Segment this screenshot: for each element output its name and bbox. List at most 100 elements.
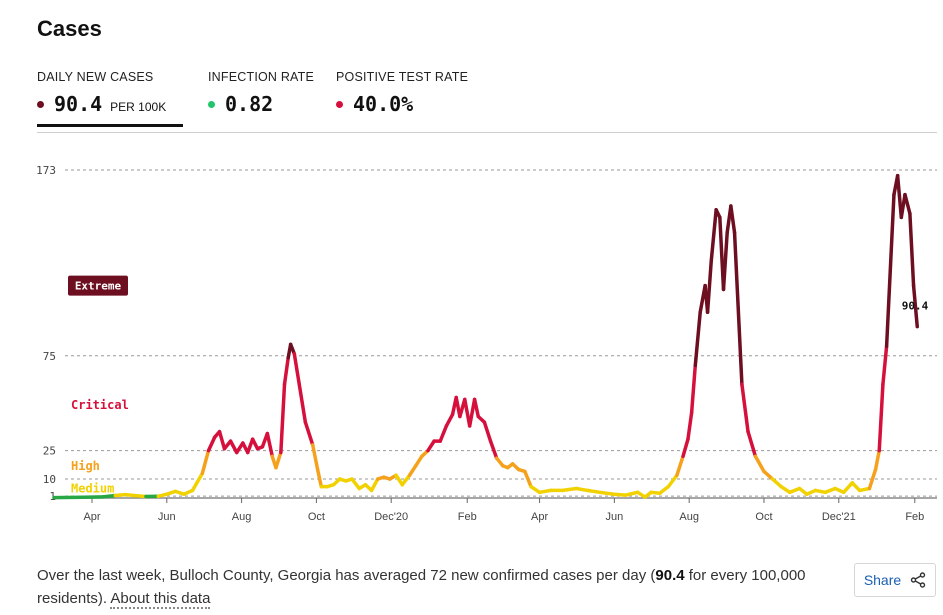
series-line-segment [657, 484, 671, 496]
summary-text: Over the last week, Bulloch County, Geor… [37, 567, 656, 584]
series-line-segment [488, 439, 499, 460]
y-tick-label: 173 [36, 164, 56, 177]
series-line-segment [250, 437, 260, 451]
series-line-segment [597, 490, 617, 496]
series-line-segment [686, 410, 694, 441]
series-line-segment [472, 397, 481, 419]
status-dot-icon [336, 101, 343, 108]
series-line-segment [705, 259, 713, 314]
series-line-segment [523, 469, 533, 489]
tab-value: 0.82 [225, 92, 274, 116]
series-line-segment [709, 208, 718, 263]
x-tick-label: Jun [158, 511, 176, 523]
status-dot-icon [37, 101, 44, 108]
series-line-segment [394, 473, 404, 487]
series-line-segment [612, 492, 628, 497]
tab-label: INFECTION RATE [208, 70, 315, 84]
y-tick-label: 10 [43, 473, 56, 486]
series-line-segment [689, 363, 698, 415]
series-line-segment [877, 382, 885, 453]
series-line-segment [217, 429, 227, 451]
series-line-segment [850, 481, 862, 493]
series-line-segment [873, 448, 881, 472]
tab-unit: PER 100K [110, 100, 167, 114]
series-line-segment [911, 283, 920, 329]
series-line-segment [274, 450, 283, 470]
x-tick-label: Feb [905, 511, 924, 523]
series-line-segment [732, 230, 740, 311]
x-tick-label: Jun [605, 511, 623, 523]
tab-label: POSITIVE TEST RATE [336, 70, 469, 84]
y-tick-label: 75 [43, 350, 56, 363]
series-line-segment [310, 443, 320, 472]
x-tick-label: Feb [458, 511, 477, 523]
status-dot-icon [208, 101, 215, 108]
series-line-segment [279, 382, 287, 455]
series-line-segment [190, 471, 205, 493]
series-line-segment [537, 488, 553, 495]
series-line-segment [787, 486, 802, 495]
series-line-segment [292, 352, 301, 386]
series-line-segment [315, 467, 324, 489]
summary-value: 90.4 [655, 567, 685, 584]
tab-value: 40.0% [353, 92, 414, 116]
series-line-segment [753, 454, 766, 474]
series-line-segment [770, 477, 783, 489]
y-tick-label: 25 [43, 445, 56, 458]
series-line-segment [303, 420, 315, 447]
x-tick-label: Oct [308, 511, 325, 523]
series-line-segment [426, 439, 436, 453]
series-line-segment [746, 429, 758, 459]
x-tick-label: Apr [83, 511, 100, 523]
chart-summary: Over the last week, Bulloch County, Geor… [37, 564, 817, 610]
series-line-segment [407, 464, 418, 477]
series-line-segment [623, 490, 640, 497]
series-line-segment [282, 355, 290, 386]
tab-daily-new-cases[interactable]: DAILY NEW CASES 90.4 PER 100K [37, 70, 183, 127]
about-data-link[interactable]: About this data [110, 590, 211, 609]
series-line-segment [908, 211, 916, 288]
tab-infection-rate[interactable]: INFECTION RATE 0.82 [208, 70, 314, 116]
tab-positive-test-rate[interactable]: POSITIVE TEST RATE 40.0% [336, 70, 468, 116]
series-line-segment [740, 382, 750, 434]
last-value-label: 90.4 [902, 300, 929, 313]
series-line-segment [444, 412, 455, 428]
series-line-segment [721, 230, 729, 292]
series-line-segment [206, 435, 217, 453]
share-icon [910, 572, 926, 588]
series-line-segment [350, 477, 362, 491]
series-line-segment [729, 204, 737, 235]
series-line-segment [736, 306, 744, 386]
series-line-segment [666, 473, 679, 489]
x-tick-label: Oct [755, 511, 772, 523]
series-line-segment [693, 310, 702, 368]
share-button[interactable]: Share [854, 563, 936, 597]
risk-label-extreme: Extreme [75, 280, 122, 293]
series-line-segment [101, 493, 118, 499]
series-line-segment [867, 467, 878, 491]
series-line-segment [228, 439, 239, 455]
risk-badge-extreme [68, 275, 128, 296]
series-line-segment [574, 486, 590, 493]
summary-text-end: for every 100,000 residents). [37, 567, 806, 607]
cases-chart: 1102575173AprJunAugOctDec'20FebAprJunAug… [36, 164, 937, 523]
series-line-segment [561, 486, 579, 493]
series-line-segment [884, 268, 893, 349]
risk-label-medium: Medium [71, 482, 114, 496]
series-line-segment [841, 481, 855, 495]
tab-label: DAILY NEW CASES [37, 70, 154, 84]
series-line-segment [265, 431, 275, 459]
series-line-segment [762, 469, 775, 481]
page-title: Cases [37, 16, 102, 41]
series-line-segment [369, 477, 380, 493]
series-line-segment [823, 486, 837, 495]
series-line-segment [585, 488, 602, 495]
series-line-segment [413, 454, 424, 468]
series-line-segment [482, 420, 493, 443]
series-line-segment [881, 344, 889, 386]
x-tick-label: Aug [232, 511, 252, 523]
metric-tabs: DAILY NEW CASES 90.4 PER 100K INFECTION … [37, 70, 937, 133]
tab-value: 90.4 [54, 92, 103, 116]
x-tick-label: Aug [679, 511, 699, 523]
risk-label-high: High [71, 459, 100, 473]
